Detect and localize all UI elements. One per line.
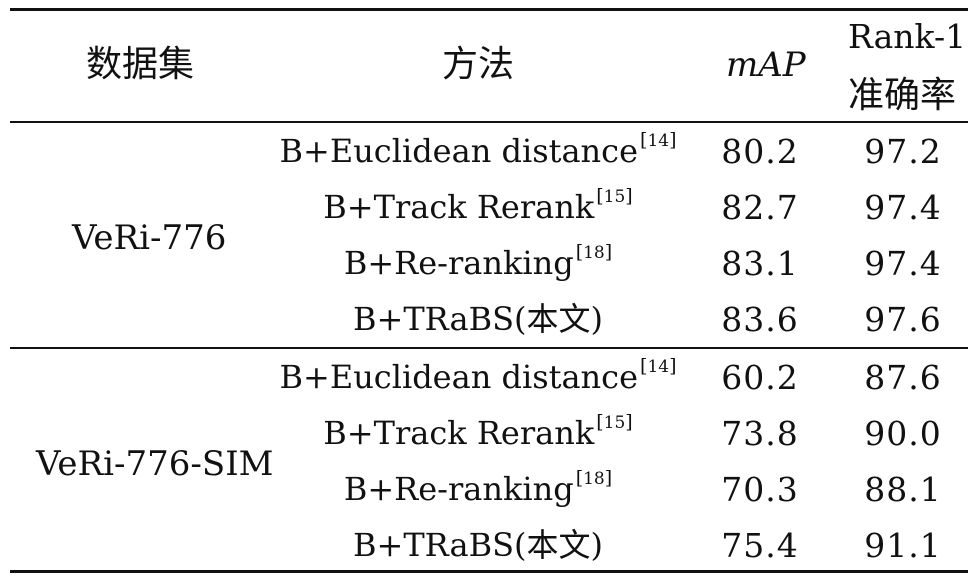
map-value: 60.2 xyxy=(721,358,799,397)
map-value: 70.3 xyxy=(721,470,799,509)
method-name: B+Track Rerank xyxy=(323,188,595,226)
map-value: 80.2 xyxy=(721,132,799,171)
group-divider-rule xyxy=(10,347,968,349)
rank1-value: 97.2 xyxy=(864,132,942,171)
citation-ref: [15] xyxy=(596,411,633,433)
method-name: B+Euclidean distance xyxy=(279,358,639,396)
method-name: B+Track Rerank xyxy=(323,414,595,452)
method-name: B+Re-ranking xyxy=(343,244,574,282)
top-rule xyxy=(10,8,968,11)
citation-number: 14 xyxy=(647,357,670,377)
map-value: 82.7 xyxy=(721,188,799,227)
map-value: 83.6 xyxy=(721,300,799,339)
header-map: mAP xyxy=(726,45,806,85)
rank1-value: 97.4 xyxy=(864,188,942,227)
header-dataset: 数据集 xyxy=(86,44,195,85)
rank1-value: 97.6 xyxy=(864,300,942,339)
rank1-value: 97.4 xyxy=(864,244,942,283)
rank1-value: 90.0 xyxy=(864,414,942,453)
group-dataset-label: VeRi-776 xyxy=(72,218,227,258)
method-cell: B+Track Rerank [15] xyxy=(323,413,632,452)
method-cell: B+Re-ranking [18] xyxy=(343,243,612,282)
method-name: B+Re-ranking xyxy=(343,470,574,508)
citation-number: 14 xyxy=(647,131,670,151)
map-value: 75.4 xyxy=(721,526,799,565)
bottom-rule xyxy=(10,570,968,573)
citation-ref: [15] xyxy=(596,185,633,207)
map-value: 83.1 xyxy=(721,244,799,283)
header-rule xyxy=(10,121,968,123)
citation-ref: [18] xyxy=(575,241,613,263)
rank1-value: 88.1 xyxy=(864,470,942,509)
rank1-value: 91.1 xyxy=(864,526,942,565)
header-rank1-line1: Rank-1 xyxy=(848,17,967,56)
method-name: B+Euclidean distance xyxy=(279,132,639,170)
citation-number: 15 xyxy=(603,187,626,207)
citation-number: 18 xyxy=(583,469,605,489)
method-cell: B+Euclidean distance [14] xyxy=(279,357,677,396)
method-cell: B+TRaBS(本文) xyxy=(353,300,603,338)
rank1-value: 87.6 xyxy=(864,358,942,397)
header-method: 方法 xyxy=(442,44,515,85)
method-cell: B+Re-ranking [18] xyxy=(343,469,612,508)
citation-ref: [14] xyxy=(640,355,677,377)
method-cell: B+Euclidean distance [14] xyxy=(279,131,677,170)
method-cell: B+Track Rerank [15] xyxy=(323,187,632,226)
method-cell: B+TRaBS(本文) xyxy=(353,526,603,564)
citation-ref: [14] xyxy=(640,129,677,151)
citation-number: 18 xyxy=(583,243,605,263)
citation-ref: [18] xyxy=(575,467,613,489)
header-rank1-line2: 准确率 xyxy=(848,75,957,116)
group-dataset-label: VeRi-776-SIM xyxy=(36,444,274,484)
map-value: 73.8 xyxy=(721,414,799,453)
citation-number: 15 xyxy=(603,413,626,433)
